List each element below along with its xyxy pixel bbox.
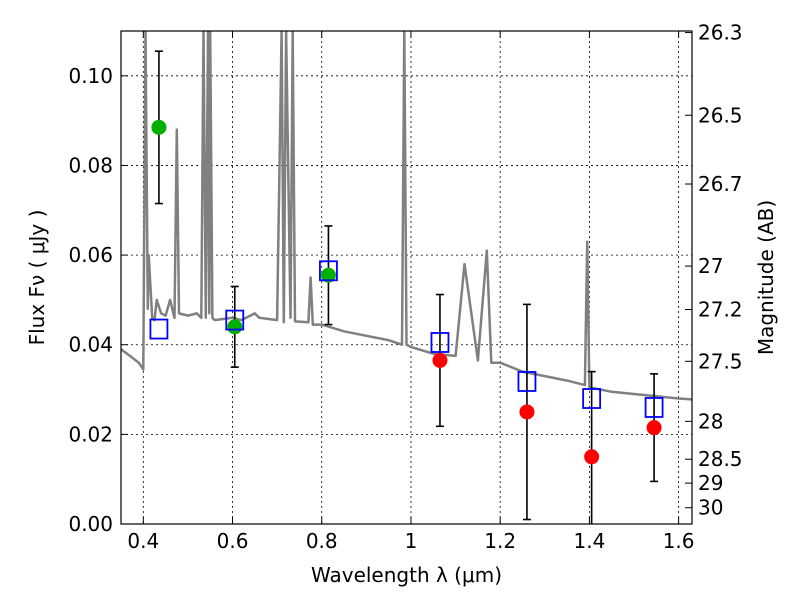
y-tick-label: 0.06	[68, 243, 113, 267]
x-tick-label: 0.6	[217, 529, 249, 553]
y-axis-title: Flux Fν ( μJy )	[25, 210, 49, 346]
y2-tick-label: 26.5	[698, 103, 743, 127]
data-point-circle	[227, 319, 243, 335]
data-point-circle	[646, 420, 662, 436]
y2-tick-label: 29	[698, 471, 723, 495]
y2-tick-label: 27	[698, 254, 723, 278]
data-point-square	[582, 388, 602, 409]
x-tick-label: 0.4	[127, 529, 159, 553]
data-point-square	[149, 318, 169, 340]
y-tick-label: 0.10	[68, 64, 113, 88]
y2-tick-label: 28	[698, 409, 723, 433]
y2-tick-label: 28.5	[698, 447, 743, 471]
data-point-square	[517, 371, 537, 392]
ticks: 0.4 0.6 0.8 1 1.2 1.4 1.6 0.00 0.02 0.04 0.06 0.08 0…	[68, 21, 742, 553]
data-point-circle	[151, 119, 167, 135]
y-tick-label: 0.08	[68, 153, 113, 177]
data-point-circle	[584, 449, 600, 465]
y-tick-label: 0.04	[68, 333, 113, 357]
x-tick-label: 1	[405, 529, 418, 553]
data-point-circle	[432, 352, 448, 368]
data-point-square	[430, 332, 450, 353]
x-tick-label: 0.8	[306, 529, 338, 553]
data-point-square	[644, 397, 664, 418]
data-point-square	[319, 260, 338, 282]
plot-frame	[120, 30, 693, 525]
x-axis-title: Wavelength λ (μm)	[311, 563, 502, 587]
y2-axis-title: Magnitude (AB)	[754, 200, 778, 355]
y-tick-label: 0.02	[68, 422, 113, 446]
y2-tick-label: 27.2	[698, 297, 743, 321]
series-layer	[121, 31, 692, 524]
y-tick-label: 0.00	[68, 512, 113, 536]
y2-tick-label: 26.7	[698, 172, 743, 196]
x-tick-label: 1.6	[663, 529, 695, 553]
y2-tick-label: 27.5	[698, 349, 743, 373]
data-point-circle	[519, 404, 535, 420]
data-point-circle	[320, 267, 336, 283]
x-tick-label: 1.4	[573, 529, 605, 553]
y2-tick-label: 26.3	[698, 21, 743, 45]
y2-tick-label: 30	[698, 496, 723, 520]
spectrum-line	[121, 31, 692, 401]
x-tick-label: 1.2	[484, 529, 516, 553]
data-point-square	[225, 309, 245, 331]
